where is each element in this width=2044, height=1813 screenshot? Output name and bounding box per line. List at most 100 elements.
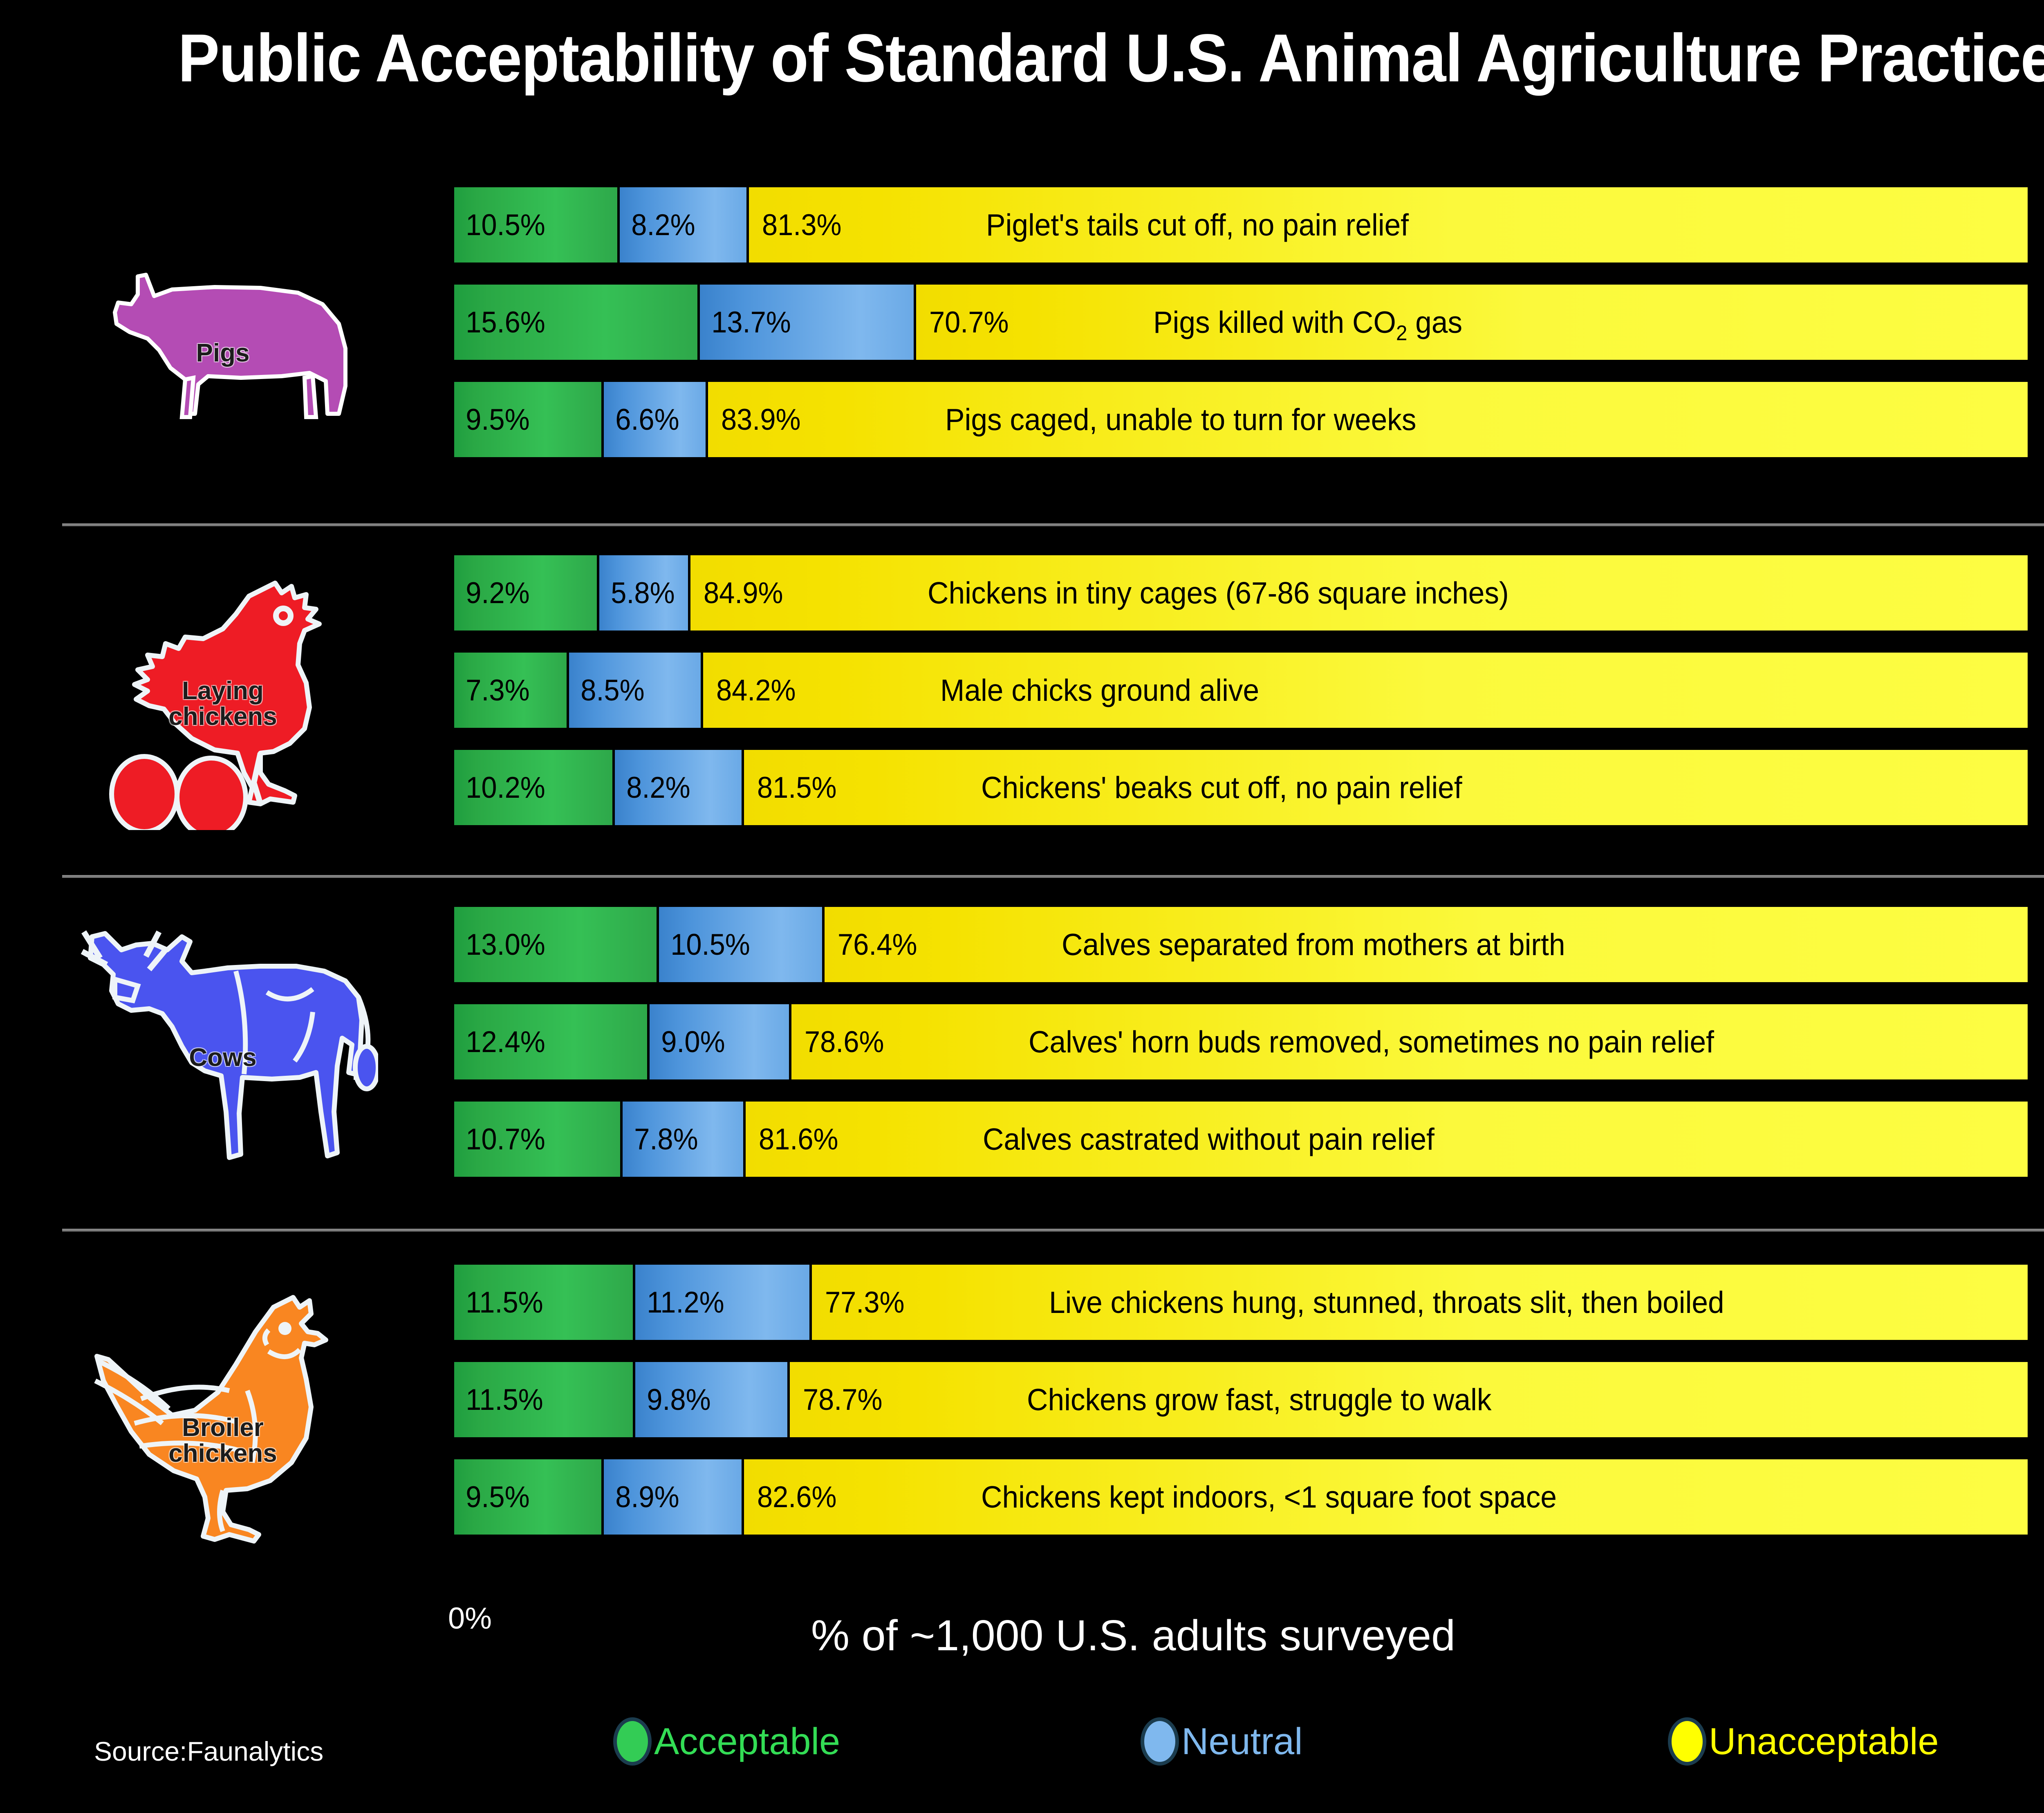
page-title: Public Acceptability of Standard U.S. An…	[178, 20, 2044, 96]
bar-row: 10.5% 8.2% 81.3% Piglet's tails cut off, no…	[453, 186, 2029, 264]
animal-group-laying-chickens: Laying chickens	[16, 544, 429, 855]
segment-acceptable-value: 9.5%	[466, 1480, 530, 1514]
practice-label: Calves separated from mothers at birth	[1061, 927, 1565, 962]
source-note: Source:Faunalytics	[94, 1736, 324, 1766]
legend-item-unacceptable[interactable]: Unacceptable	[1668, 1717, 1939, 1766]
segment-neutral-value: 9.8%	[647, 1383, 711, 1416]
segment-acceptable: 10.5%	[453, 186, 619, 264]
segment-unacceptable: 83.9% Pigs caged, unable to turn for week…	[706, 381, 2029, 458]
animal-group-cows: Cows	[16, 898, 429, 1200]
segment-unacceptable: 70.7% Pigs killed with CO2 gas	[914, 283, 2029, 361]
segment-acceptable: 11.5%	[453, 1361, 634, 1438]
practice-label: Chickens' beaks cut off, no pain relief	[981, 770, 1463, 805]
practice-label: Calves castrated without pain relief	[983, 1122, 1435, 1156]
segment-unacceptable-value: 70.7%	[929, 305, 1009, 339]
segment-neutral: 8.2%	[614, 749, 743, 826]
segment-unacceptable: 76.4% Calves separated from mothers at bi…	[823, 906, 2029, 983]
practice-label: Live chickens hung, stunned, throats sli…	[1049, 1285, 1724, 1319]
segment-unacceptable-value: 81.6%	[759, 1122, 838, 1156]
bar-row: 15.6% 13.7% 70.7% Pigs killed with CO2 gas	[453, 283, 2029, 361]
bar-row: 11.5% 11.2% 77.3% Live chickens hung, stunn…	[453, 1263, 2029, 1341]
segment-neutral: 8.5%	[568, 651, 702, 729]
segment-unacceptable-value: 76.4%	[837, 928, 917, 961]
bar-row: 9.5% 8.9% 82.6% Chickens kept indoors, <1 s…	[453, 1458, 2029, 1536]
axis-caption: % of ~1,000 U.S. adults surveyed	[811, 1611, 1456, 1660]
segment-acceptable: 7.3%	[453, 651, 568, 729]
segment-unacceptable: 84.2% Male chicks ground alive	[702, 651, 2029, 729]
segment-acceptable-value: 13.0%	[466, 928, 545, 961]
segment-neutral: 9.8%	[634, 1361, 789, 1438]
segment-acceptable: 9.5%	[453, 381, 603, 458]
legend-label: Unacceptable	[1709, 1721, 1939, 1762]
segment-neutral-value: 13.7%	[711, 305, 791, 339]
segment-acceptable: 13.0%	[453, 906, 658, 983]
bar-row: 12.4% 9.0% 78.6% Calves' horn buds removed,…	[453, 1003, 2029, 1081]
segment-acceptable: 9.2%	[453, 554, 598, 632]
segment-neutral: 13.7%	[699, 283, 915, 361]
practice-label: Chickens kept indoors, <1 square foot sp…	[981, 1480, 1557, 1514]
practice-label: Chickens in tiny cages (67-86 square inc…	[928, 576, 1509, 610]
segment-acceptable: 10.2%	[453, 749, 614, 826]
segment-neutral-value: 5.8%	[610, 576, 675, 610]
segment-neutral-value: 8.2%	[631, 208, 695, 242]
legend-swatch-unacceptable-icon	[1668, 1717, 1706, 1766]
bar-row: 10.2% 8.2% 81.5% Chickens' beaks cut off, n…	[453, 749, 2029, 826]
practice-label: Pigs killed with CO2 gas	[1153, 305, 1462, 345]
group-separator	[62, 875, 2044, 878]
bar-row: 9.2% 5.8% 84.9% Chickens in tiny cages (67-…	[453, 554, 2029, 632]
segment-acceptable-value: 11.5%	[466, 1286, 543, 1319]
segment-unacceptable-value: 83.9%	[721, 403, 801, 436]
segment-acceptable-value: 12.4%	[466, 1025, 545, 1059]
segment-neutral: 5.8%	[598, 554, 690, 632]
segment-neutral-value: 8.2%	[626, 771, 690, 804]
legend-item-neutral[interactable]: Neutral	[1141, 1717, 1303, 1766]
segment-acceptable-value: 11.5%	[466, 1383, 543, 1416]
segment-acceptable-value: 10.5%	[466, 208, 545, 242]
legend-swatch-acceptable-icon	[613, 1717, 652, 1766]
cow-icon: Cows	[67, 922, 378, 1176]
segment-unacceptable: 77.3% Live chickens hung, stunned, throat…	[811, 1263, 2029, 1341]
bar-row: 13.0% 10.5% 76.4% Calves separated from mot…	[453, 906, 2029, 983]
segment-neutral-value: 8.5%	[580, 673, 645, 707]
segment-unacceptable-value: 77.3%	[825, 1286, 905, 1319]
animal-group-pigs: Pigs	[16, 239, 429, 444]
axis-tick-min: 0%	[448, 1601, 492, 1635]
segment-neutral-value: 6.6%	[615, 403, 679, 436]
practice-label: Chickens grow fast, struggle to walk	[1027, 1382, 1492, 1417]
chart-legend: Acceptable Neutral Unacceptable	[613, 1717, 2044, 1779]
segment-acceptable-value: 9.5%	[466, 403, 530, 436]
segment-unacceptable-value: 78.7%	[803, 1383, 883, 1416]
segment-neutral: 8.2%	[618, 186, 748, 264]
segment-unacceptable: 78.6% Calves' horn buds removed, sometime…	[790, 1003, 2029, 1081]
segment-unacceptable-value: 81.5%	[757, 771, 837, 804]
practice-label: Calves' horn buds removed, sometimes no …	[1028, 1025, 1714, 1059]
segment-unacceptable-value: 84.2%	[716, 673, 796, 707]
segment-neutral: 6.6%	[603, 381, 707, 458]
pig-icon: Pigs	[67, 254, 378, 429]
segment-neutral: 9.0%	[648, 1003, 790, 1081]
bar-row: 9.5% 6.6% 83.9% Pigs caged, unable to turn …	[453, 381, 2029, 458]
segment-unacceptable: 82.6% Chickens kept indoors, <1 square fo…	[743, 1458, 2029, 1536]
segment-neutral: 7.8%	[621, 1100, 745, 1178]
segment-neutral-value: 10.5%	[670, 928, 750, 961]
segment-unacceptable: 81.3% Piglet's tails cut off, no pain rel…	[747, 186, 2029, 264]
group-separator	[62, 523, 2044, 526]
segment-acceptable-value: 15.6%	[466, 305, 545, 339]
segment-neutral-value: 8.9%	[615, 1480, 679, 1514]
segment-acceptable: 9.5%	[453, 1458, 603, 1536]
group-separator	[62, 1229, 2044, 1232]
animal-group-broiler-chickens: Broiler chickens	[16, 1255, 429, 1578]
segment-acceptable: 11.5%	[453, 1263, 634, 1341]
legend-swatch-neutral-icon	[1141, 1717, 1179, 1766]
segment-unacceptable: 78.7% Chickens grow fast, struggle to wal…	[789, 1361, 2029, 1438]
segment-unacceptable-value: 84.9%	[704, 576, 783, 610]
segment-acceptable-value: 10.7%	[466, 1122, 545, 1156]
bar-row: 10.7% 7.8% 81.6% Calves castrated without p…	[453, 1100, 2029, 1178]
segment-acceptable-value: 9.2%	[466, 576, 530, 610]
practice-label: Pigs caged, unable to turn for weeks	[945, 402, 1416, 437]
broiler-chicken-icon: Broiler chickens	[92, 1286, 354, 1548]
segment-neutral-value: 9.0%	[661, 1025, 725, 1059]
bar-row: 7.3% 8.5% 84.2% Male chicks ground alive	[453, 651, 2029, 729]
legend-item-acceptable[interactable]: Acceptable	[613, 1717, 840, 1766]
